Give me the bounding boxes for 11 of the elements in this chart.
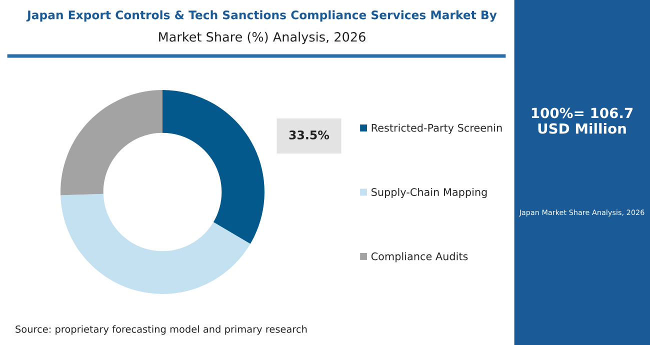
text: 100%= 106.7 USD Million <box>532 108 633 134</box>
legend-label: Compliance Audits <box>371 252 468 262</box>
donut-slice <box>60 194 250 294</box>
source-note: Source: proprietary forecasting model and primary research <box>16 325 307 335</box>
chart-subtitle: Market Share (%) Analysis, 2026 <box>159 32 366 44</box>
legend-label: Restricted-Party Screenin <box>372 124 502 134</box>
chart-title: Japan Export Controls & Tech Sanctions Compliance Services Market By <box>26 10 497 22</box>
donut-slice <box>60 90 162 196</box>
legend-label: Supply-Chain Mapping <box>372 188 487 198</box>
data-label: 33.5% <box>289 130 330 140</box>
donut-slice <box>162 90 264 244</box>
